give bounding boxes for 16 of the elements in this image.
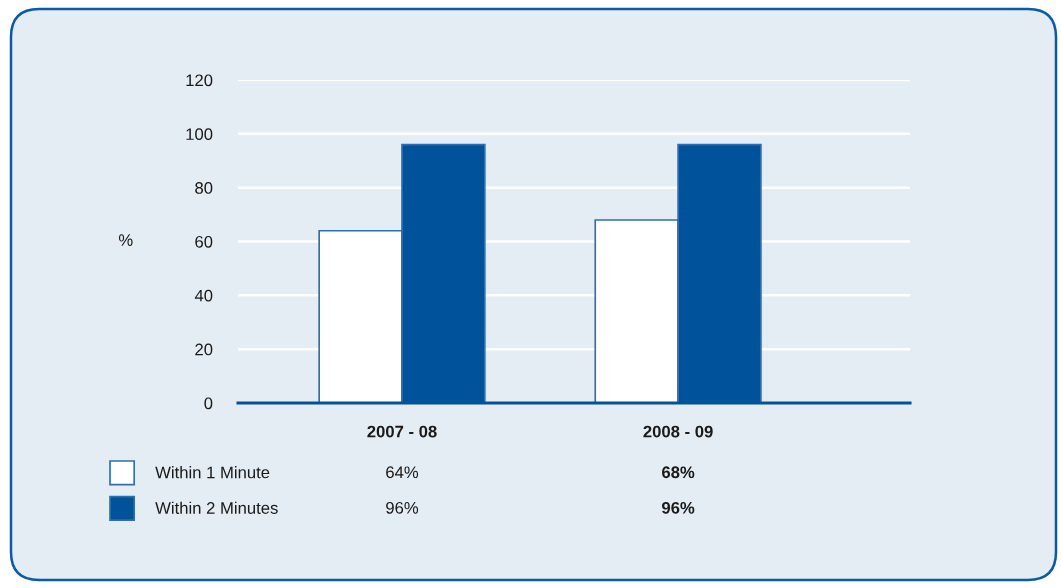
- data-label: 68%: [662, 466, 695, 479]
- legend-label: Within 2 Minutes: [155, 501, 278, 514]
- data-label: 96%: [661, 501, 695, 514]
- y-tick-label: 120: [186, 74, 213, 87]
- data-label: 64%: [386, 466, 419, 479]
- y-tick-label: 0: [204, 397, 213, 410]
- y-tick-label: 20: [195, 343, 213, 356]
- data-label: 96%: [386, 501, 419, 514]
- x-tick-label: 2008 - 09: [643, 425, 713, 438]
- y-tick-label: 40: [194, 289, 213, 302]
- y-tick-label: 80: [195, 182, 213, 194]
- y-axis-title: %: [118, 234, 133, 246]
- x-tick-label: 2007 - 08: [367, 425, 437, 438]
- y-tick-label: 60: [195, 235, 213, 248]
- legend-label: Within 1 Minute: [155, 466, 270, 479]
- y-tick-label: 100: [186, 128, 213, 141]
